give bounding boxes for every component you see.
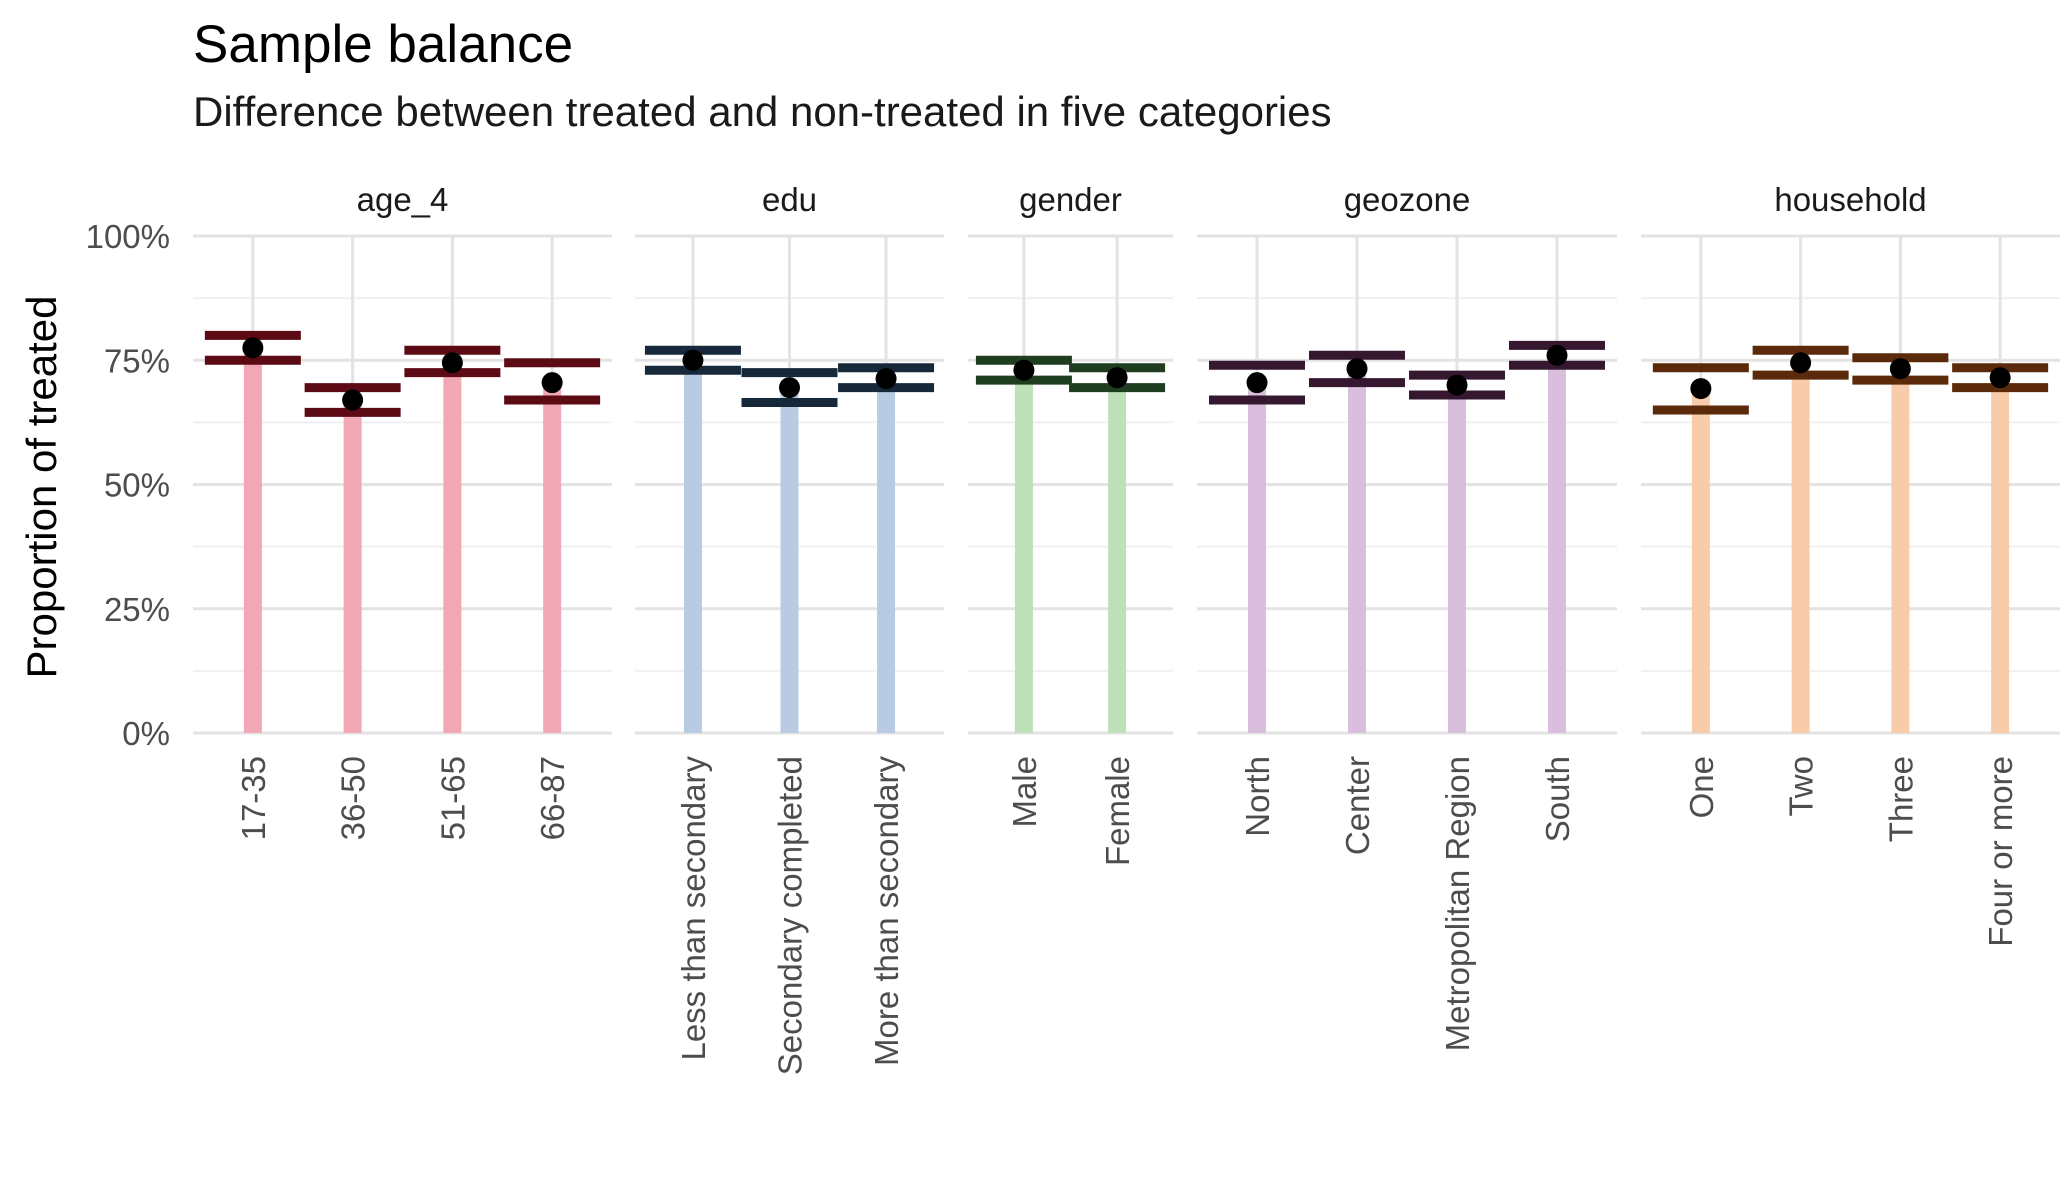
bar <box>1348 368 1366 733</box>
chart-subtitle: Difference between treated and non-treat… <box>193 88 1332 135</box>
point-estimate <box>1690 378 1712 400</box>
x-tick-label: South <box>1539 756 1576 842</box>
x-tick-label: Secondary completed <box>772 756 809 1075</box>
bar <box>243 347 262 733</box>
chart-title: Sample balance <box>193 15 574 74</box>
bar <box>683 360 702 733</box>
facet-title: geozone <box>1344 181 1471 218</box>
point-estimate <box>1546 344 1568 366</box>
x-tick-label: Female <box>1099 756 1136 866</box>
facet-title: gender <box>1019 181 1122 218</box>
x-tick-label: North <box>1239 756 1276 837</box>
bar <box>1891 368 1910 733</box>
x-tick-label: Male <box>1006 756 1043 828</box>
point-estimate <box>342 389 364 411</box>
x-tick-label: Center <box>1339 756 1376 855</box>
point-estimate <box>1106 367 1128 389</box>
bar <box>1548 355 1566 733</box>
y-tick-label: 75% <box>104 342 170 379</box>
x-tick-label: Two <box>1783 756 1820 817</box>
y-tick-label: 0% <box>122 715 170 752</box>
x-tick-label: 36-50 <box>335 756 372 840</box>
label-layer: 0% 25% 50% 75% 100% age_4 17-35 36-50 51-65 66-87… <box>86 181 2020 1075</box>
point-estimate <box>1346 358 1368 380</box>
bar <box>543 382 562 733</box>
bar <box>343 400 362 733</box>
x-tick-label: 66-87 <box>534 756 571 840</box>
bar <box>1691 388 1710 733</box>
point-layer <box>242 337 2011 411</box>
bar <box>1791 362 1810 733</box>
point-estimate <box>441 352 463 374</box>
point-estimate <box>1013 359 1035 381</box>
point-estimate <box>875 368 897 390</box>
bar <box>443 362 462 733</box>
point-estimate <box>541 372 563 394</box>
facet-title: household <box>1774 181 1926 218</box>
x-tick-label: 51-65 <box>434 756 471 840</box>
point-estimate <box>779 377 800 399</box>
point-estimate <box>1246 372 1268 394</box>
y-tick-label: 50% <box>104 467 170 504</box>
y-tick-label: 25% <box>104 591 170 628</box>
x-tick-label: Less than secondary <box>675 756 712 1061</box>
y-axis-label: Proportion of treated <box>18 296 65 679</box>
point-estimate <box>1989 367 2011 389</box>
point-estimate <box>1790 352 1812 374</box>
bar <box>780 387 799 733</box>
point-estimate <box>242 337 264 359</box>
bar <box>1448 385 1466 733</box>
point-estimate <box>1889 358 1911 380</box>
bar <box>1248 382 1266 733</box>
x-tick-label: More than secondary <box>868 756 905 1067</box>
bar <box>877 378 896 733</box>
facet-title: edu <box>762 181 817 218</box>
bar-layer <box>243 347 2010 733</box>
x-tick-label: Three <box>1882 756 1919 842</box>
x-tick-label: One <box>1683 756 1720 818</box>
facet-title: age_4 <box>357 181 449 218</box>
bar <box>1108 377 1127 733</box>
grid-layer <box>193 234 2060 735</box>
x-tick-label: Four or more <box>1982 756 2019 947</box>
y-tick-label: 100% <box>86 218 170 255</box>
bar <box>1014 370 1033 733</box>
errorbar-layer <box>204 330 2049 417</box>
point-estimate <box>1446 374 1468 396</box>
x-tick-label: 17-35 <box>235 756 272 840</box>
point-estimate <box>682 349 704 371</box>
bar <box>1991 377 2010 733</box>
x-tick-label: Metropolitan Region <box>1439 756 1476 1051</box>
